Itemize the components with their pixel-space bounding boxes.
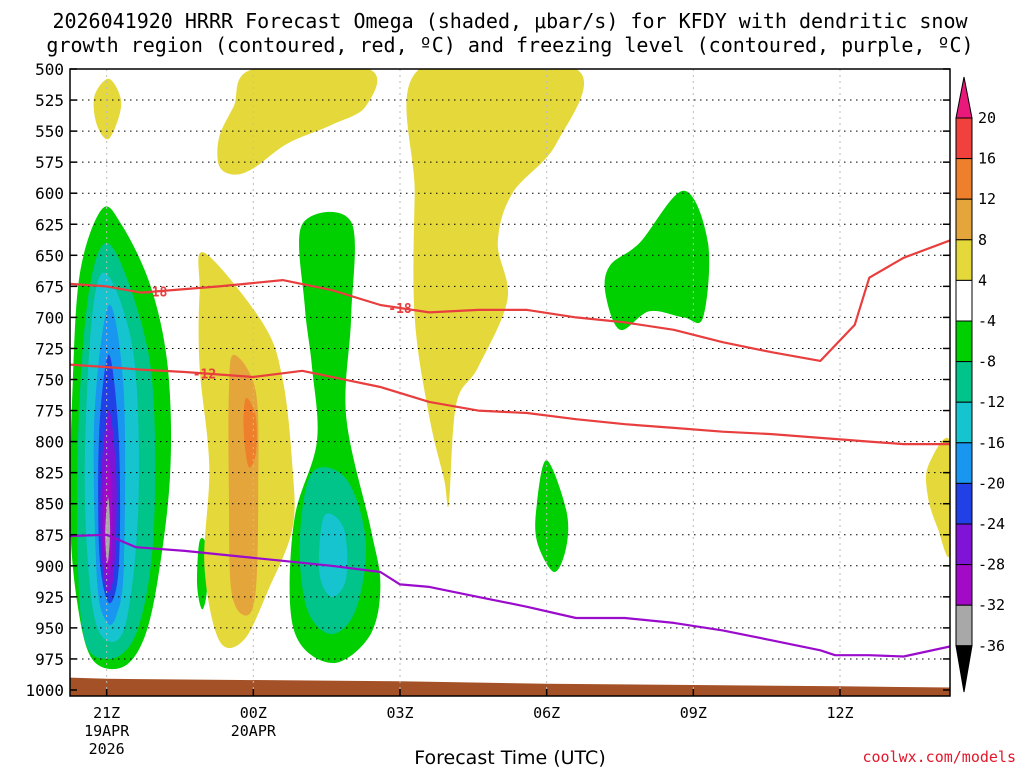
y-tick-label: 775 [35,402,64,421]
y-tick-label: 650 [35,246,64,265]
contour-layer: -18 -18 -12 [70,239,950,658]
colorbar-arrow-top [955,76,973,119]
y-tick-label: 975 [35,650,64,669]
colorbar-label: -12 [978,393,1005,411]
colorbar-bin [955,158,973,200]
pressure-axis: 500 525 550 575 600 625 650 675 700 725 750 775 800 8… [25,60,950,700]
colorbar-label: -20 [978,474,1005,492]
y-tick-label: 700 [35,308,64,327]
y-tick-label: 750 [35,371,64,390]
colorbar-bin [955,279,973,322]
y-tick-label: 675 [35,277,64,296]
colorbar-bin [955,442,973,484]
y-tick-label: 900 [35,557,64,576]
colorbar-label: -28 [978,556,1005,574]
omega-region-downward-right [925,438,950,557]
colorbar-label: 8 [978,231,987,249]
colorbar-label: -16 [978,434,1005,452]
colorbar-bin [955,117,973,160]
y-tick-label: 950 [35,619,64,638]
omega-shading-layer [70,69,950,670]
contour-label: -12 [193,367,216,382]
y-tick-label: 825 [35,464,64,483]
x-tick-label: 21Z [93,704,120,722]
omega-region-upward-right [535,460,569,573]
y-tick-label: 800 [35,433,64,452]
colorbar-arrow-bottom [955,645,973,693]
colorbar-bin [955,564,973,606]
site-credit[interactable]: coolwx.com/models [862,748,1016,766]
colorbar-bin [955,523,973,566]
y-tick-label: 875 [35,526,64,545]
x-tick-label: 09Z [680,704,707,722]
freezing-level-contour [70,533,950,658]
colorbar-bin [955,361,973,403]
contour-label: -18 [388,302,412,317]
y-tick-label: 1000 [25,681,64,700]
omega-region-downward-top [217,69,378,175]
chart-title-line-2: growth region (contoured, red, ºC) and f… [46,33,973,57]
x-tick-year: 2026 [89,740,125,758]
colorbar-bin [955,401,973,444]
contour-label: -18 [144,285,168,300]
y-tick-label: 500 [35,60,64,79]
grid-layer [70,69,950,696]
y-tick-label: 575 [35,153,64,172]
x-tick-label: 06Z [533,704,560,722]
x-tick-label: 12Z [826,704,853,722]
colorbar-label: -4 [978,312,996,330]
x-tick-date: 19APR [84,722,130,740]
colorbar-label: 4 [978,271,987,289]
colorbar-bin [955,198,973,241]
colorbar-label: 16 [978,150,996,168]
x-tick-label: 00Z [240,704,267,722]
dendritic-minus-18-contour [70,239,950,362]
colorbar-bin [955,482,973,525]
colorbar-bin [955,239,973,281]
chart-title-line-1: 2026041920 HRRR Forecast Omega (shaded, … [52,9,968,33]
dendritic-minus-12-contour [70,363,950,446]
x-axis-title: Forecast Time (UTC) [414,747,605,768]
omega-region-upward-right [604,190,710,331]
terrain-layer [70,677,950,696]
plot-frame [69,68,951,697]
colorbar-bin [955,604,973,647]
x-tick-label: 03Z [386,704,413,722]
colorbar-label: -32 [978,596,1005,614]
terrain-ground [70,677,950,696]
colorbar-label: 20 [978,109,996,127]
x-tick-date: 20APR [231,722,277,740]
colorbar-label: -36 [978,637,1005,655]
colorbar-label: -24 [978,515,1005,533]
omega-region-downward-main [406,69,585,508]
y-tick-label: 525 [35,91,64,110]
y-tick-label: 550 [35,122,64,141]
y-tick-label: 725 [35,339,64,358]
omega-colorbar: 20 16 12 8 4 -4 -8 -12 -16 -20 -24 -28 -32 -36 [955,76,1005,693]
omega-region-downward-mid [228,354,259,616]
y-tick-label: 925 [35,588,64,607]
y-tick-label: 625 [35,215,64,234]
omega-region-downward-top [93,78,122,140]
colorbar-label: 12 [978,190,996,208]
y-tick-label: 600 [35,184,64,203]
omega-region-downward-mid [243,397,257,468]
colorbar-bin [955,320,973,363]
colorbar-label: -8 [978,353,996,371]
y-tick-label: 850 [35,495,64,514]
